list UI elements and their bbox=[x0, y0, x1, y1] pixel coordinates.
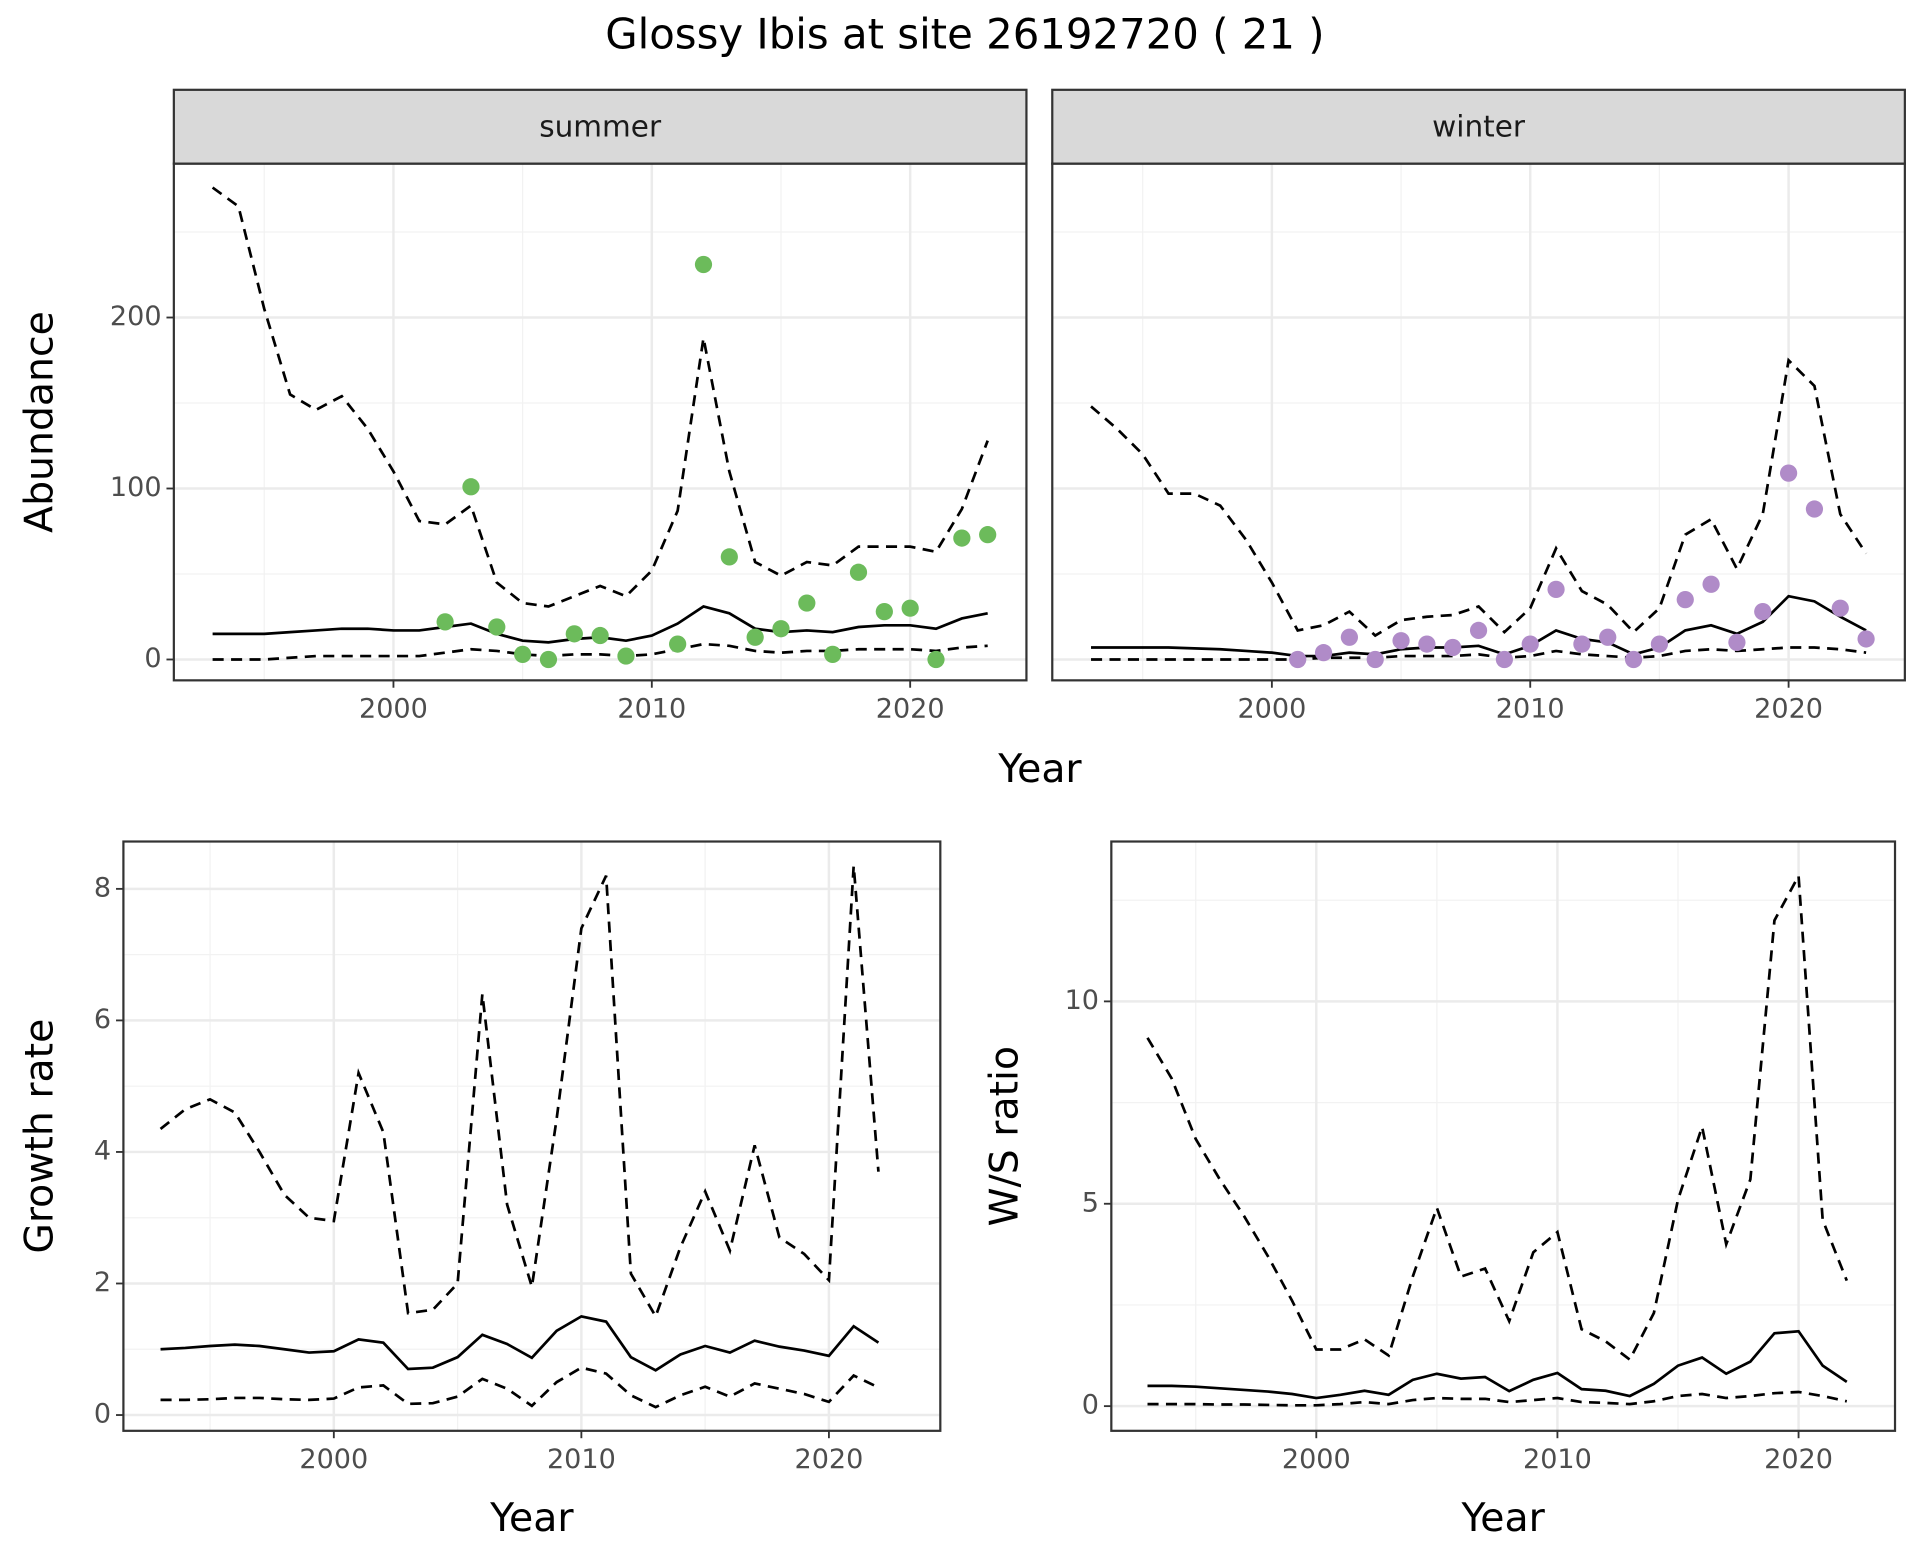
point bbox=[514, 645, 532, 663]
point bbox=[927, 650, 945, 669]
interval-line bbox=[212, 642, 988, 661]
point bbox=[979, 526, 997, 544]
x-tick-label: 2020 bbox=[1764, 1444, 1833, 1475]
point bbox=[824, 645, 842, 663]
y-tick-label: 5 bbox=[1082, 1187, 1099, 1218]
panel-border bbox=[122, 840, 942, 1432]
plot-area bbox=[1146, 871, 1849, 1407]
interval-line bbox=[1147, 1390, 1848, 1407]
point bbox=[669, 635, 687, 653]
point bbox=[617, 647, 635, 665]
point bbox=[798, 594, 816, 612]
point bbox=[1754, 602, 1772, 621]
y-axis-title: W/S ratio bbox=[981, 1046, 1027, 1226]
interval-line bbox=[1090, 357, 1868, 638]
y-axis-title: Abundance bbox=[17, 311, 63, 533]
x-tick-label: 2000 bbox=[1237, 693, 1306, 724]
strip-label: winter bbox=[1432, 109, 1526, 143]
point bbox=[694, 255, 713, 274]
point bbox=[1573, 635, 1591, 653]
y-tick-label: 0 bbox=[94, 1399, 111, 1430]
point bbox=[1495, 650, 1514, 669]
x-tick-label: 2020 bbox=[794, 1444, 863, 1475]
point bbox=[1289, 650, 1307, 669]
point bbox=[1857, 630, 1875, 648]
strip-label: summer bbox=[539, 109, 662, 143]
point bbox=[565, 625, 583, 643]
interval-line bbox=[1146, 871, 1849, 1362]
point bbox=[1728, 633, 1746, 652]
point bbox=[1831, 599, 1849, 617]
point bbox=[1779, 464, 1798, 482]
point bbox=[1676, 591, 1694, 609]
plot-background bbox=[123, 841, 941, 1431]
plot-area bbox=[211, 186, 997, 669]
figure-title: Glossy Ibis at site 26192720 ( 21 ) bbox=[605, 9, 1324, 58]
plot-background bbox=[173, 163, 1027, 681]
point bbox=[875, 602, 893, 621]
plot-area bbox=[1090, 357, 1875, 669]
point bbox=[849, 563, 868, 581]
x-tick-label: 2000 bbox=[299, 1444, 368, 1475]
y-tick-label: 6 bbox=[94, 1004, 111, 1035]
x-tick-label: 2010 bbox=[547, 1444, 616, 1475]
interval-line bbox=[211, 186, 989, 608]
point bbox=[953, 529, 971, 547]
point bbox=[1340, 628, 1358, 646]
x-tick-label: 2020 bbox=[1754, 693, 1823, 724]
plot-background bbox=[1052, 163, 1905, 681]
x-axis-title: Year bbox=[489, 1495, 574, 1541]
y-axis-title: Growth rate bbox=[17, 1019, 63, 1254]
point bbox=[488, 618, 506, 636]
point bbox=[1314, 644, 1333, 662]
x-axis-title: Year bbox=[997, 746, 1082, 792]
y-tick-label: 0 bbox=[144, 643, 161, 674]
point bbox=[1599, 628, 1617, 646]
y-tick-label: 0 bbox=[1082, 1390, 1099, 1421]
point bbox=[901, 599, 919, 617]
mean-line bbox=[160, 1314, 880, 1372]
point bbox=[1469, 621, 1488, 640]
point bbox=[462, 478, 480, 496]
point bbox=[1444, 638, 1462, 657]
point bbox=[746, 628, 764, 646]
point bbox=[1392, 632, 1410, 650]
plot-area bbox=[159, 865, 880, 1409]
y-tick-label: 2 bbox=[94, 1267, 111, 1298]
y-tick-label: 8 bbox=[94, 872, 111, 903]
strip bbox=[172, 88, 1028, 165]
point bbox=[591, 626, 609, 645]
x-tick-label: 2000 bbox=[359, 693, 428, 724]
x-tick-label: 2000 bbox=[1282, 1444, 1351, 1475]
y-tick-label: 200 bbox=[110, 301, 162, 332]
point bbox=[1702, 575, 1720, 593]
strip bbox=[1051, 88, 1906, 165]
mean-line bbox=[1147, 1329, 1848, 1400]
y-tick-label: 10 bbox=[1065, 985, 1099, 1016]
x-tick-label: 2020 bbox=[876, 693, 945, 724]
point bbox=[772, 620, 790, 638]
point bbox=[720, 548, 738, 566]
interval-line bbox=[159, 865, 880, 1320]
y-tick-label: 100 bbox=[110, 472, 162, 503]
point bbox=[436, 613, 454, 631]
point bbox=[1650, 635, 1669, 653]
x-tick-label: 2010 bbox=[1523, 1444, 1592, 1475]
x-tick-label: 2010 bbox=[1496, 693, 1565, 724]
point bbox=[1366, 650, 1384, 669]
x-tick-label: 2010 bbox=[617, 693, 686, 724]
point bbox=[539, 650, 558, 669]
point bbox=[1418, 635, 1436, 653]
point bbox=[1624, 650, 1643, 669]
point bbox=[1521, 635, 1539, 653]
point bbox=[1547, 580, 1565, 598]
x-axis-title: Year bbox=[1460, 1495, 1545, 1541]
interval-line bbox=[160, 1366, 880, 1409]
plot-background bbox=[1111, 841, 1896, 1431]
y-tick-label: 4 bbox=[94, 1135, 111, 1166]
panel-border bbox=[1110, 840, 1897, 1432]
point bbox=[1805, 500, 1824, 518]
